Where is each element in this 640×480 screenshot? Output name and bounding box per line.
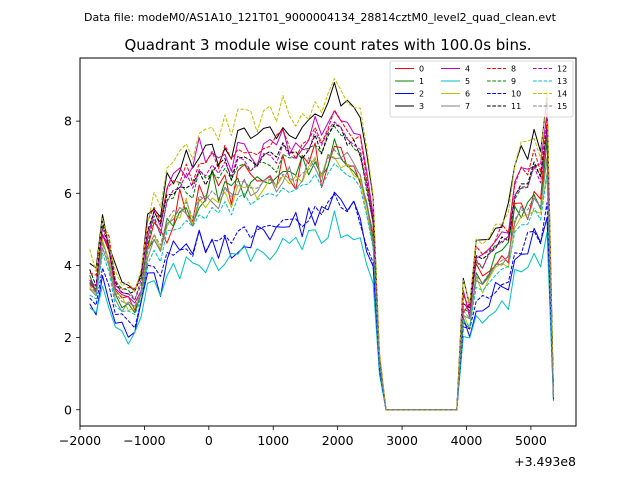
y-tick-label: 4: [64, 258, 72, 273]
series-line-10: [89, 193, 554, 411]
legend-label-2: 2: [419, 90, 424, 99]
legend-label-9: 9: [511, 77, 516, 86]
x-tick-label: −1000: [123, 433, 165, 448]
y-tick-label: 8: [64, 114, 72, 129]
x-tick-label: 0: [205, 433, 213, 448]
series-line-8: [89, 109, 554, 411]
y-tick-label: 2: [64, 330, 72, 345]
legend-label-15: 15: [557, 102, 567, 111]
legend-label-6: 6: [465, 90, 470, 99]
y-axis: 0 2 4 6 8: [64, 114, 80, 417]
legend-label-12: 12: [557, 65, 567, 74]
series-line-13: [89, 163, 554, 411]
legend-label-7: 7: [465, 102, 470, 111]
legend-box: [389, 60, 574, 118]
legend-label-10: 10: [511, 90, 521, 99]
x-tick-label: 3000: [386, 433, 418, 448]
legend-label-8: 8: [511, 65, 516, 74]
legend-label-11: 11: [511, 102, 521, 111]
series-line-12: [89, 121, 554, 411]
legend-label-3: 3: [419, 102, 424, 111]
series-line-11: [89, 123, 554, 411]
x-tick-label: 2000: [322, 433, 354, 448]
legend-label-14: 14: [557, 90, 567, 99]
y-tick-label: 0: [64, 402, 72, 417]
legend-label-5: 5: [465, 77, 470, 86]
legend-label-13: 13: [557, 77, 567, 86]
x-offset-label: +3.493e8: [514, 454, 576, 469]
x-axis: −2000 −1000 0 1000 2000 3000 4000 5000: [59, 426, 547, 448]
legend-label-1: 1: [419, 77, 424, 86]
x-tick-label: 5000: [515, 433, 547, 448]
x-tick-label: 4000: [451, 433, 483, 448]
plot-frame: [79, 57, 577, 427]
plot-series: [89, 78, 554, 411]
series-line-2: [89, 191, 554, 411]
figure-suptitle: Data file: modeM0/AS1A10_121T01_90000041…: [84, 11, 557, 24]
series-line-5: [89, 210, 554, 411]
x-tick-label: −2000: [59, 433, 101, 448]
y-tick-label: 6: [64, 186, 72, 201]
series-line-14: [89, 78, 554, 411]
series-line-15: [89, 149, 554, 411]
legend-label-0: 0: [419, 65, 424, 74]
series-line-7: [89, 151, 554, 411]
x-tick-label: 1000: [257, 433, 289, 448]
chart-title: Quadrant 3 module wise count rates with …: [124, 36, 531, 54]
legend-label-4: 4: [465, 65, 470, 74]
